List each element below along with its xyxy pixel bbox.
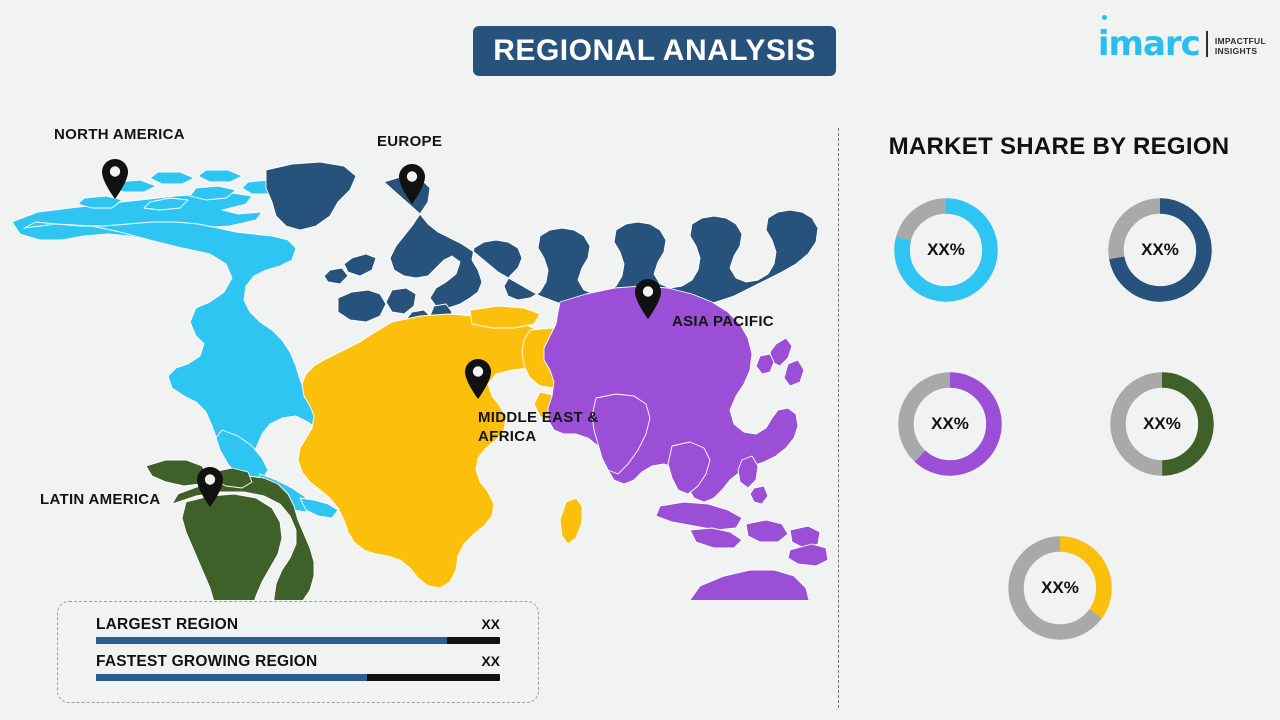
logo-tagline: IMPACTFUL INSIGHTS [1215,36,1266,60]
donut-label-latin-america: XX% [1143,414,1181,433]
summary-bar-fill-fastest-growing-region [96,674,367,681]
donut-label-europe: XX% [1141,240,1179,259]
donut-label-asia-pacific: XX% [931,414,969,433]
map-pin-icon-latin-america[interactable] [195,466,225,508]
donut-svg-middle-east-africa [1008,536,1112,640]
map-label-europe: EUROPE [377,133,443,150]
summary-label-fastest-growing-region: FASTEST GROWING REGION [96,653,318,670]
world-map-svg [11,161,830,600]
logo-divider [1205,31,1208,57]
map-pin-icon-middle-east-africa[interactable] [463,358,493,400]
world-map [0,130,830,600]
logo-tagline-line2: INSIGHTS [1214,46,1258,57]
map-region-asia-pacific[interactable] [543,285,830,600]
map-label-latin-america: LATIN AMERICA [40,491,161,508]
map-region-europe[interactable] [265,161,819,337]
map-label-asia-pacific: ASIA PACIFIC [672,313,774,330]
summary-bar-fastest-growing-region [96,674,500,681]
map-pin-icon-asia-pacific[interactable] [633,278,663,320]
summary-row-fastest-growing-region: FASTEST GROWING REGION XX [96,653,500,681]
donut-svg-latin-america [1110,372,1214,476]
donut-chart-middle-east-africa[interactable]: XX% [1002,530,1118,646]
donut-label-north-america: XX% [927,240,965,259]
page-title: REGIONAL ANALYSIS [493,34,816,67]
summary-value-largest-region: XX [481,616,500,632]
summary-row-largest-region: LARGEST REGION XX [96,616,500,644]
map-label-middle-east-africa: MIDDLE EAST & AFRICA [478,409,599,445]
summary-bar-fill-largest-region [96,637,448,644]
summary-bar-largest-region [96,637,500,644]
region-summary-box: LARGEST REGION XX FASTEST GROWING REGION… [57,601,539,703]
map-pin-icon-north-america[interactable] [100,158,130,200]
donut-svg-asia-pacific [898,372,1002,476]
donut-chart-north-america[interactable]: XX% [888,192,1004,308]
map-label-north-america: NORTH AMERICA [54,126,185,143]
logo-wordmark: imarc [1097,24,1201,65]
logo-tagline-line1: IMPACTFUL [1214,35,1266,46]
donut-svg-europe [1108,198,1212,302]
page-title-banner: REGIONAL ANALYSIS [473,26,836,76]
market-share-title: MARKET SHARE BY REGION [888,133,1230,160]
donut-label-middle-east-africa: XX% [1041,578,1079,597]
panel-divider [838,128,839,708]
logo-dot-icon [1101,15,1107,20]
summary-value-fastest-growing-region: XX [481,653,500,669]
brand-logo: imarc IMPACTFUL INSIGHTS [1097,15,1266,65]
summary-label-largest-region: LARGEST REGION [96,616,239,633]
donut-chart-europe[interactable]: XX% [1102,192,1218,308]
map-region-latin-america[interactable] [145,459,315,600]
donut-svg-north-america [894,198,998,302]
map-region-middle-east-africa[interactable] [297,305,587,589]
donut-chart-asia-pacific[interactable]: XX% [892,366,1008,482]
map-pin-icon-europe[interactable] [397,163,427,205]
donut-chart-latin-america[interactable]: XX% [1104,366,1220,482]
